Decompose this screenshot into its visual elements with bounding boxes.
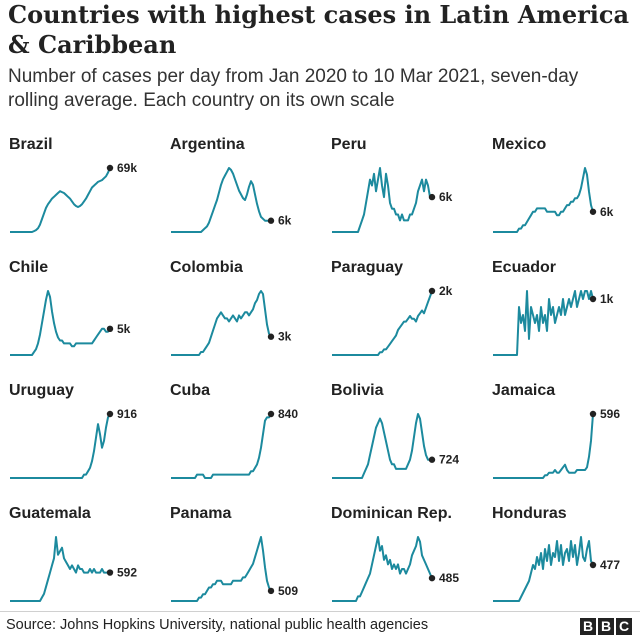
small-multiples-grid: Brazil 69k Argentina 6k Peru 6k Mexico 6k Chile 5… [9, 136, 620, 602]
panel-title: Paraguay [331, 259, 403, 276]
series-line [171, 413, 272, 479]
series-line [493, 536, 594, 602]
series-line [493, 290, 594, 356]
chart-subtitle: Number of cases per day from Jan 2020 to… [8, 66, 579, 111]
last-value-label: 6k [278, 214, 292, 228]
last-point-marker [589, 295, 597, 303]
panel-argentina: Argentina 6k [170, 136, 292, 233]
panel-title: Guatemala [9, 505, 91, 522]
last-value-label: 6k [600, 205, 614, 219]
series-line [171, 290, 272, 356]
logo-letter: B [598, 618, 614, 635]
panel-title: Dominican Rep. [331, 505, 452, 522]
panel-title: Mexico [492, 136, 546, 153]
panel-title: Argentina [170, 136, 245, 153]
panel-dominican-rep: Dominican Rep. 485 [331, 505, 459, 602]
panel-ecuador: Ecuador 1k [492, 259, 614, 356]
source-note: Source: Johns Hopkins University, nation… [6, 617, 429, 633]
panel-title: Jamaica [492, 382, 555, 399]
series-line [332, 413, 432, 479]
series-line [10, 290, 111, 356]
panel-title: Honduras [492, 505, 567, 522]
series-line [171, 536, 272, 602]
last-value-label: 724 [439, 453, 459, 467]
footer-divider [0, 611, 640, 612]
panel-brazil: Brazil 69k [9, 136, 137, 233]
panel-panama: Panama 509 [170, 505, 298, 602]
last-point-marker [589, 208, 597, 215]
last-value-label: 2k [439, 284, 453, 298]
last-value-label: 6k [439, 190, 453, 204]
panel-bolivia: Bolivia 724 [331, 382, 459, 479]
last-value-label: 840 [278, 407, 298, 421]
panel-chile: Chile 5k [9, 259, 131, 356]
last-value-label: 69k [117, 161, 137, 175]
panel-jamaica: Jamaica 596 [492, 382, 620, 479]
series-line [493, 413, 594, 479]
last-point-marker [428, 193, 436, 201]
panel-paraguay: Paraguay 2k [331, 259, 453, 356]
panel-cuba: Cuba 840 [170, 382, 298, 479]
last-value-label: 592 [117, 566, 137, 580]
last-value-label: 596 [600, 407, 620, 421]
series-line [10, 413, 111, 479]
last-point-marker [106, 164, 114, 172]
panel-title: Panama [170, 505, 231, 522]
panel-mexico: Mexico 6k [492, 136, 614, 233]
last-point-marker [267, 217, 275, 224]
series-line [332, 290, 433, 356]
panel-title: Cuba [170, 382, 210, 399]
last-point-marker [106, 325, 114, 333]
last-point-marker [589, 561, 597, 569]
last-point-marker [589, 410, 597, 418]
panel-colombia: Colombia 3k [170, 259, 292, 356]
last-point-marker [106, 569, 114, 576]
panel-peru: Peru 6k [331, 136, 453, 233]
last-point-marker [267, 587, 275, 595]
last-point-marker [428, 287, 436, 295]
last-value-label: 1k [600, 292, 614, 306]
logo-letter: C [616, 618, 632, 635]
series-line [10, 536, 110, 602]
panel-title: Uruguay [9, 382, 74, 399]
logo-letter: B [580, 618, 596, 635]
last-point-marker [106, 410, 114, 418]
series-line [332, 536, 433, 602]
last-value-label: 5k [117, 322, 131, 336]
last-point-marker [428, 574, 436, 582]
last-point-marker [267, 410, 275, 418]
panel-title: Ecuador [492, 259, 556, 276]
last-point-marker [428, 456, 436, 463]
series-line [10, 167, 111, 233]
last-value-label: 509 [278, 584, 298, 598]
panel-uruguay: Uruguay 916 [9, 382, 137, 479]
last-value-label: 485 [439, 571, 459, 585]
panel-title: Colombia [170, 259, 243, 276]
panel-title: Brazil [9, 136, 53, 153]
panel-title: Peru [331, 136, 367, 153]
panel-title: Chile [9, 259, 48, 276]
series-line [332, 167, 432, 233]
panel-title: Bolivia [331, 382, 384, 399]
panel-guatemala: Guatemala 592 [9, 505, 137, 602]
chart-title: Countries with highest cases in Latin Am… [8, 0, 630, 59]
last-value-label: 477 [600, 558, 620, 572]
last-value-label: 3k [278, 330, 292, 344]
series-line [171, 167, 271, 233]
last-value-label: 916 [117, 407, 137, 421]
last-point-marker [267, 333, 275, 340]
series-line [493, 167, 594, 233]
bbc-logo: B B C [580, 618, 632, 635]
panel-honduras: Honduras 477 [492, 505, 620, 602]
